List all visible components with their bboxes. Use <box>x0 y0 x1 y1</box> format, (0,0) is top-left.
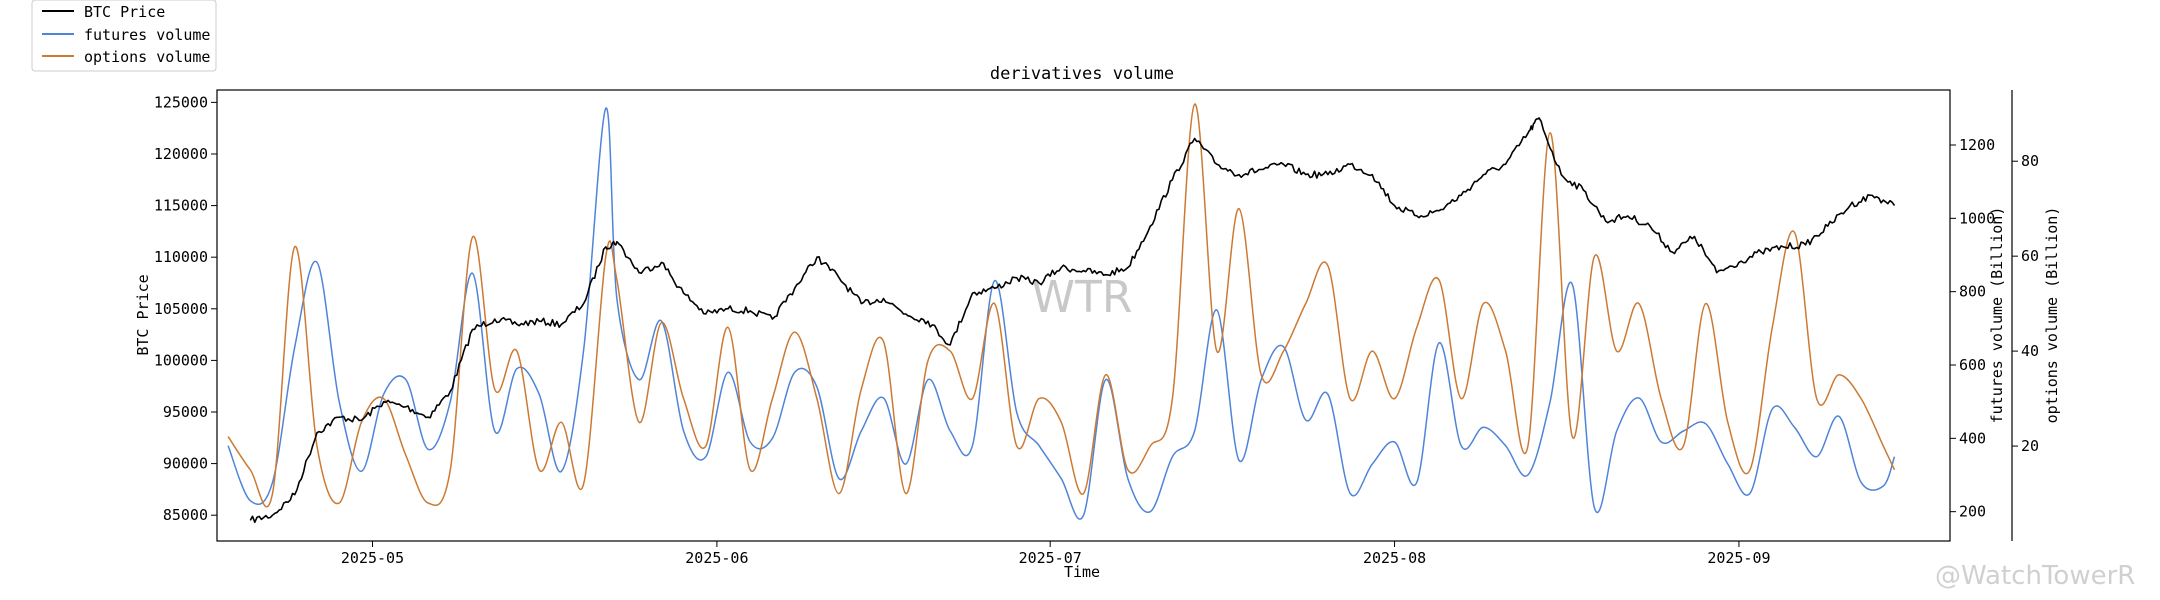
legend-box <box>31 0 217 72</box>
legend: BTC Price futures volume options volume <box>31 0 217 72</box>
credit-watermark: @WatchTowerR <box>1935 561 2135 591</box>
x-tick-label: 2025-06 <box>685 549 748 567</box>
y-left-tick-label: 110000 <box>154 248 208 266</box>
y-left-tick-label: 90000 <box>163 455 208 473</box>
chart-title: derivatives volume <box>990 64 1174 84</box>
plot-area <box>216 89 1951 542</box>
legend-label-options-volume: options volume <box>84 48 210 66</box>
legend-label-futures-volume: futures volume <box>84 26 210 44</box>
x-tick-label: 2025-05 <box>341 549 404 567</box>
y-left-tick-label: 105000 <box>154 300 208 318</box>
y-axis-options-label: options volume (Billion) <box>2043 207 2061 424</box>
y-left-tick-label: 100000 <box>154 351 208 369</box>
y-left-tick-label: 125000 <box>154 93 208 111</box>
y-axis-futures-volume: 200 400 600 800 1000 1200 <box>1950 136 1995 521</box>
y-futures-tick-label: 400 <box>1959 429 1986 447</box>
y-options-tick-label: 20 <box>2021 437 2039 455</box>
x-tick-label: 2025-08 <box>1363 549 1426 567</box>
y-options-tick-label: 60 <box>2021 247 2039 265</box>
x-axis-label: Time <box>1064 563 1100 581</box>
x-tick-label: 2025-07 <box>1019 549 1082 567</box>
legend-label-btc-price: BTC Price <box>84 3 165 21</box>
y-left-tick-label: 120000 <box>154 145 208 163</box>
y-left-tick-label: 85000 <box>163 506 208 524</box>
x-tick-label: 2025-09 <box>1707 549 1770 567</box>
y-axis-futures-label: futures volume (Billion) <box>1988 207 2006 424</box>
y-left-tick-label: 115000 <box>154 197 208 215</box>
y-futures-tick-label: 200 <box>1959 503 1986 521</box>
y-options-tick-label: 80 <box>2021 152 2039 170</box>
series-line-btc-price <box>249 117 1896 524</box>
y-left-tick-label: 95000 <box>163 403 208 421</box>
y-axis-left-label: BTC Price <box>134 274 152 355</box>
y-options-tick-label: 40 <box>2021 342 2039 360</box>
y-axis-btc-price: 85000 90000 95000 100000 105000 110000 115000 1… <box>154 93 217 524</box>
series-layer <box>227 103 1896 524</box>
y-futures-tick-label: 600 <box>1959 356 1986 374</box>
series-line-futures-volume <box>227 107 1896 520</box>
series-line-options-volume <box>227 103 1896 508</box>
y-axis-options-volume: 20 40 60 80 <box>2012 152 2039 455</box>
watermark: WTR <box>1032 272 1133 323</box>
y-futures-tick-label: 1000 <box>1959 209 1995 227</box>
y-futures-tick-label: 1200 <box>1959 136 1995 154</box>
y-futures-tick-label: 800 <box>1959 283 1986 301</box>
x-axis: 2025-05 2025-06 2025-07 2025-08 2025-09 <box>341 541 1771 567</box>
